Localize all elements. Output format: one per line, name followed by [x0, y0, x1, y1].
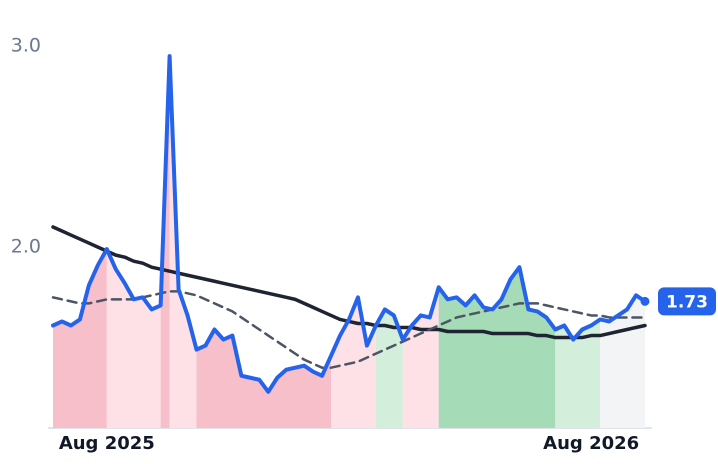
shade-region [331, 56, 376, 428]
shade-region [438, 56, 556, 428]
value-label: 1.73 [666, 292, 708, 312]
shade-region [160, 56, 170, 428]
shade-region [169, 56, 197, 428]
shade-region [196, 56, 332, 428]
shade-region [600, 56, 645, 428]
end-dot [640, 296, 650, 306]
shade-region [375, 56, 403, 428]
x-tick-label: Aug 2026 [543, 433, 639, 454]
shade-region [402, 56, 439, 428]
shade-region [106, 56, 161, 428]
value-badge [658, 287, 716, 316]
y-tick-label: 2.0 [11, 236, 41, 258]
series-line [51, 290, 647, 369]
y-tick-label: 3.0 [11, 35, 41, 57]
shade-region [555, 56, 601, 428]
x-tick-label: Aug 2025 [59, 433, 155, 454]
shade-region [53, 56, 107, 428]
series-line [51, 54, 647, 394]
shading [53, 56, 645, 428]
